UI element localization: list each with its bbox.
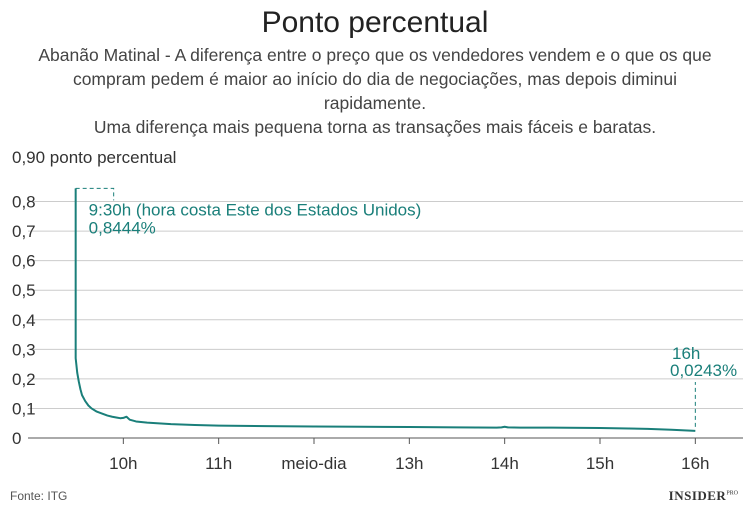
y-tick-label: 0,2: [12, 370, 36, 389]
y-tick-label: 0,6: [12, 252, 36, 271]
annotation-end-value: 0,0243%: [670, 361, 737, 380]
x-tick-label: 14h: [490, 454, 518, 473]
y-tick-label: 0: [12, 429, 21, 448]
subtitle-line-1: Abanão Matinal - A diferença entre o pre…: [38, 45, 712, 65]
y-tick-label: 0,8: [12, 193, 36, 212]
annotation-start-value: 0,8444%: [89, 218, 156, 237]
x-tick-label: 13h: [395, 454, 423, 473]
x-tick-label: 10h: [109, 454, 137, 473]
subtitle-line-2: compram pedem é maior ao início do dia d…: [72, 69, 678, 113]
chart-subtitle: Abanão Matinal - A diferença entre o pre…: [20, 43, 730, 139]
brand-name: INSIDER: [668, 488, 727, 503]
x-tick-label: 16h: [681, 454, 709, 473]
brand-sup: PRO: [726, 490, 738, 497]
annotation-start-label: 9:30h (hora costa Este dos Estados Unido…: [89, 200, 422, 219]
y-tick-label: 0,5: [12, 281, 36, 300]
subtitle-line-3: Uma diferença mais pequena torna as tran…: [93, 117, 657, 137]
y-tick-label: 0,7: [12, 222, 36, 241]
annotation-end-label: 16h: [672, 344, 700, 363]
y-tick-label: 0,1: [12, 399, 36, 418]
brand-logo: INSIDERPRO: [669, 488, 738, 504]
x-tick-label: meio-dia: [281, 454, 347, 473]
y-tick-label: 0,3: [12, 340, 36, 359]
y-tick-label: 0,4: [12, 311, 36, 330]
series-line: [74, 188, 696, 432]
x-tick-label: 15h: [586, 454, 614, 473]
x-tick-label: 11h: [205, 454, 232, 473]
chart-title: Ponto percentual: [261, 6, 489, 39]
source-note: Fonte: ITG: [10, 489, 68, 503]
y-axis-label: 0,90 ponto percentual: [12, 148, 176, 167]
annotation-start-leader: [75, 187, 115, 201]
